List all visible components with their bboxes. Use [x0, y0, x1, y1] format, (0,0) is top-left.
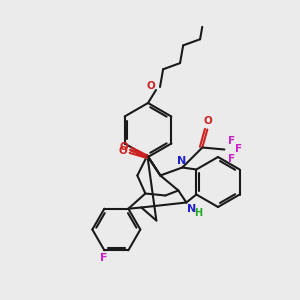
Text: F: F [100, 253, 107, 263]
Text: F: F [228, 136, 235, 146]
Text: H: H [194, 208, 202, 218]
Text: O: O [120, 142, 129, 152]
Text: O: O [204, 116, 213, 127]
Text: O: O [119, 146, 128, 155]
Text: F: F [228, 154, 235, 164]
Text: O: O [147, 81, 155, 91]
Text: F: F [235, 143, 242, 154]
Text: N: N [187, 205, 196, 214]
Text: N: N [177, 155, 186, 166]
